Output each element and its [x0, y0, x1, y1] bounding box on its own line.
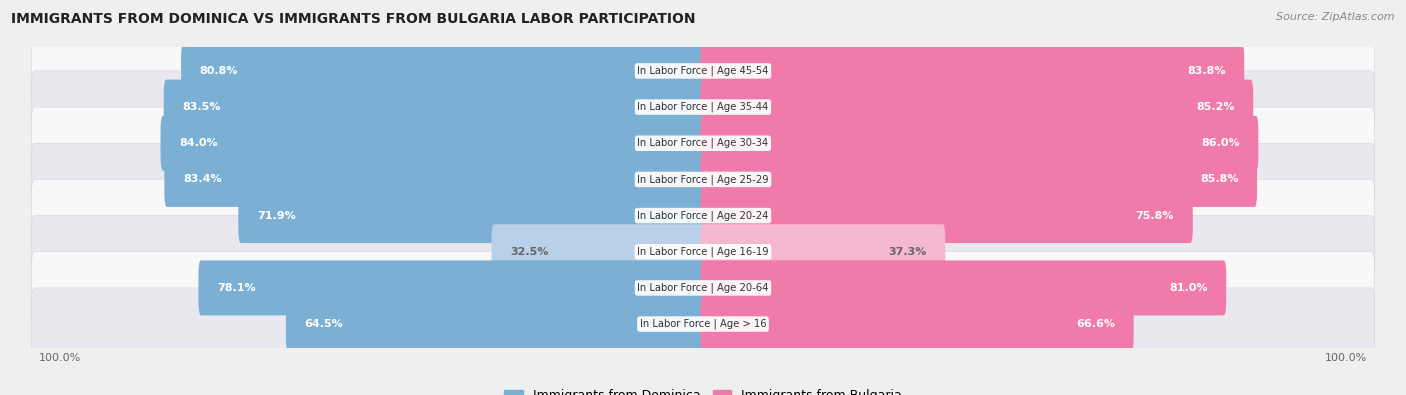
Text: In Labor Force | Age > 16: In Labor Force | Age > 16: [640, 319, 766, 329]
FancyBboxPatch shape: [31, 288, 1375, 360]
Text: 85.8%: 85.8%: [1199, 175, 1239, 184]
Text: 32.5%: 32.5%: [510, 247, 548, 257]
FancyBboxPatch shape: [285, 297, 706, 352]
FancyBboxPatch shape: [31, 143, 1375, 216]
Text: 64.5%: 64.5%: [305, 319, 343, 329]
FancyBboxPatch shape: [31, 35, 1375, 107]
Text: 83.5%: 83.5%: [183, 102, 221, 112]
Text: 75.8%: 75.8%: [1136, 211, 1174, 220]
FancyBboxPatch shape: [700, 260, 1226, 316]
Text: 81.0%: 81.0%: [1168, 283, 1208, 293]
FancyBboxPatch shape: [31, 179, 1375, 252]
FancyBboxPatch shape: [700, 152, 1257, 207]
Text: 71.9%: 71.9%: [257, 211, 295, 220]
FancyBboxPatch shape: [700, 116, 1258, 171]
FancyBboxPatch shape: [198, 260, 706, 316]
FancyBboxPatch shape: [700, 43, 1244, 98]
Text: 78.1%: 78.1%: [217, 283, 256, 293]
Text: In Labor Force | Age 16-19: In Labor Force | Age 16-19: [637, 246, 769, 257]
FancyBboxPatch shape: [700, 188, 1192, 243]
FancyBboxPatch shape: [165, 152, 706, 207]
Text: 84.0%: 84.0%: [179, 138, 218, 148]
Text: In Labor Force | Age 45-54: In Labor Force | Age 45-54: [637, 66, 769, 76]
Text: In Labor Force | Age 35-44: In Labor Force | Age 35-44: [637, 102, 769, 112]
FancyBboxPatch shape: [31, 107, 1375, 179]
FancyBboxPatch shape: [31, 216, 1375, 288]
Text: 80.8%: 80.8%: [200, 66, 238, 76]
Text: In Labor Force | Age 20-64: In Labor Force | Age 20-64: [637, 283, 769, 293]
FancyBboxPatch shape: [238, 188, 706, 243]
Text: In Labor Force | Age 30-34: In Labor Force | Age 30-34: [637, 138, 769, 149]
Text: IMMIGRANTS FROM DOMINICA VS IMMIGRANTS FROM BULGARIA LABOR PARTICIPATION: IMMIGRANTS FROM DOMINICA VS IMMIGRANTS F…: [11, 12, 696, 26]
Text: 66.6%: 66.6%: [1076, 319, 1115, 329]
Text: In Labor Force | Age 25-29: In Labor Force | Age 25-29: [637, 174, 769, 185]
FancyBboxPatch shape: [31, 71, 1375, 143]
Text: 37.3%: 37.3%: [889, 247, 927, 257]
FancyBboxPatch shape: [700, 79, 1253, 135]
FancyBboxPatch shape: [181, 43, 706, 98]
Text: In Labor Force | Age 20-24: In Labor Force | Age 20-24: [637, 210, 769, 221]
FancyBboxPatch shape: [31, 252, 1375, 324]
Legend: Immigrants from Dominica, Immigrants from Bulgaria: Immigrants from Dominica, Immigrants fro…: [499, 384, 907, 395]
FancyBboxPatch shape: [160, 116, 706, 171]
FancyBboxPatch shape: [700, 297, 1133, 352]
Text: 85.2%: 85.2%: [1197, 102, 1234, 112]
Text: 83.4%: 83.4%: [183, 175, 222, 184]
FancyBboxPatch shape: [163, 79, 706, 135]
FancyBboxPatch shape: [492, 224, 706, 279]
FancyBboxPatch shape: [700, 224, 945, 279]
Text: Source: ZipAtlas.com: Source: ZipAtlas.com: [1277, 12, 1395, 22]
Text: 86.0%: 86.0%: [1201, 138, 1240, 148]
Text: 83.8%: 83.8%: [1187, 66, 1226, 76]
